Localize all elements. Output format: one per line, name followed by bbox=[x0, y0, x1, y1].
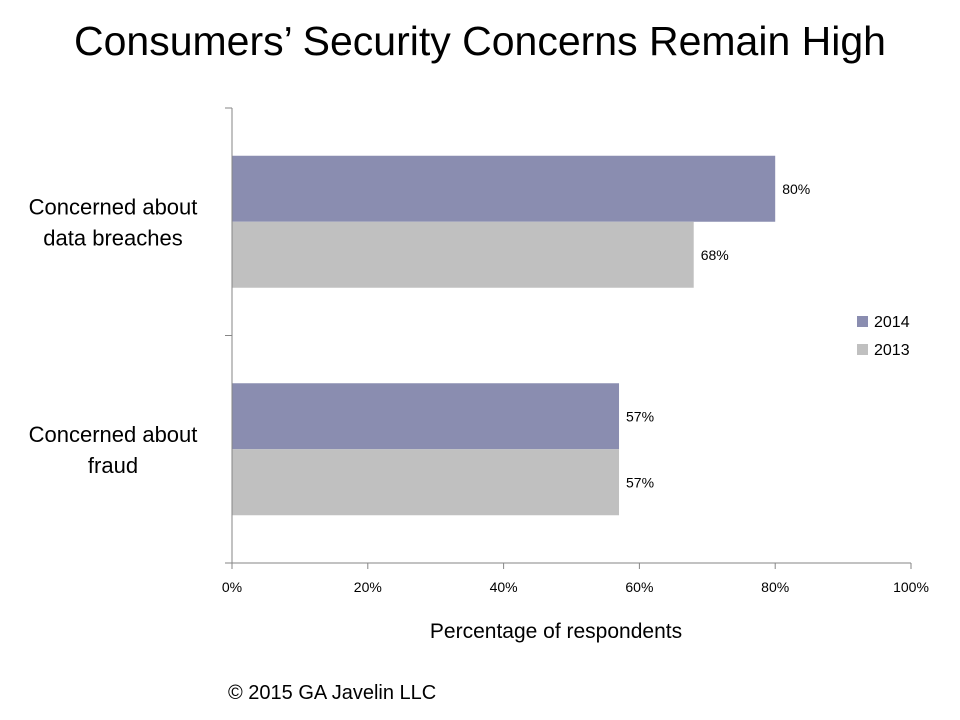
x-tick-label-3: 60% bbox=[625, 579, 653, 595]
legend-label-2014: 2014 bbox=[874, 314, 910, 331]
legend-swatch-2013 bbox=[857, 344, 868, 355]
labels-layer: 80% 68% Concerned about data breaches 57% 57%… bbox=[29, 181, 929, 595]
bar-2014-cat0 bbox=[232, 155, 776, 222]
x-tick-label-0: 0% bbox=[222, 579, 242, 595]
category-label-0: Concerned about data breaches bbox=[29, 194, 198, 250]
x-tick-label-4: 80% bbox=[761, 579, 789, 595]
legend-swatch-2014 bbox=[857, 316, 868, 327]
x-axis-title: Percentage of respondents bbox=[430, 620, 682, 643]
copyright-notice: © 2015 GA Javelin LLC bbox=[228, 682, 437, 704]
legend-label-2013: 2013 bbox=[874, 342, 910, 359]
data-label-2013-cat1: 57% bbox=[626, 474, 654, 490]
data-label-2014-cat0: 80% bbox=[782, 181, 810, 197]
x-tick-label-5: 100% bbox=[893, 579, 929, 595]
bar-2014-cat1 bbox=[232, 383, 620, 450]
chart-title: Consumers’ Security Concerns Remain High bbox=[74, 18, 886, 64]
bar-2013-cat0 bbox=[232, 221, 694, 288]
bars-layer bbox=[232, 155, 776, 516]
x-tick-label-2: 40% bbox=[490, 579, 518, 595]
data-label-2013-cat0: 68% bbox=[701, 247, 729, 263]
legend: 2014 2013 bbox=[857, 314, 910, 359]
category-label-1: Concerned about fraud bbox=[29, 422, 198, 478]
data-label-2014-cat1: 57% bbox=[626, 408, 654, 424]
x-tick-label-1: 20% bbox=[354, 579, 382, 595]
axes-layer bbox=[225, 107, 912, 569]
bar-2013-cat1 bbox=[232, 449, 620, 516]
